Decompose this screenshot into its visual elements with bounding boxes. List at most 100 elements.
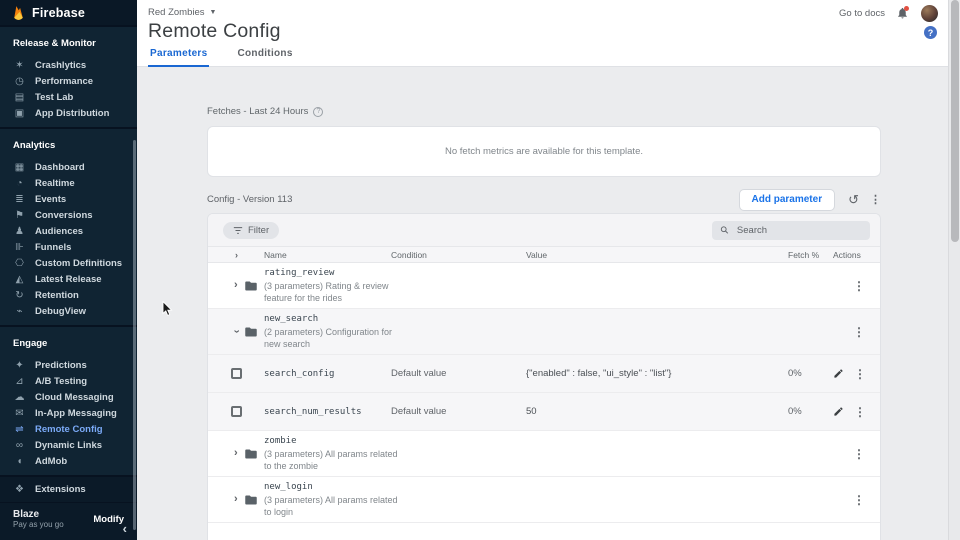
row-menu-icon[interactable]: ⋮ bbox=[853, 278, 865, 293]
sidebar-item-retention[interactable]: ↻ Retention bbox=[0, 287, 137, 303]
sidebar-item-debugview[interactable]: ⌁ DebugView bbox=[0, 303, 137, 319]
row-menu-icon[interactable]: ⋮ bbox=[853, 446, 865, 461]
row-menu-icon[interactable]: ⋮ bbox=[854, 366, 866, 381]
expand-chevron-icon[interactable]: › bbox=[234, 279, 238, 291]
table-row-search-num-results[interactable]: search_num_results Default value 50 0% ⋮ bbox=[208, 393, 880, 431]
overflow-menu-icon[interactable]: ⋮ bbox=[870, 194, 881, 206]
table-row-search-config[interactable]: search_config Default value {"enabled" :… bbox=[208, 355, 880, 393]
user-avatar[interactable] bbox=[921, 4, 938, 22]
edit-pencil-icon[interactable] bbox=[833, 406, 844, 417]
sidebar-item-custom-definitions[interactable]: ⎔ Custom Definitions bbox=[0, 255, 137, 271]
table-row-new-search[interactable]: › new_search (2 parameters) Configuratio… bbox=[208, 309, 880, 355]
sidebar-item-dashboard[interactable]: ▦ Dashboard bbox=[0, 159, 137, 175]
performance-icon: ◷ bbox=[15, 75, 24, 87]
plan-modify-link[interactable]: Modify bbox=[93, 514, 124, 525]
sidebar-item-funnels[interactable]: ⊪ Funnels bbox=[0, 239, 137, 255]
sidebar-item-app-distribution[interactable]: ▣ App Distribution bbox=[0, 105, 137, 121]
expand-chevron-icon[interactable]: › bbox=[234, 493, 238, 505]
sidebar-item-latest-release[interactable]: ◭ Latest Release bbox=[0, 271, 137, 287]
sidebar-item-predictions[interactable]: ✦ Predictions bbox=[0, 357, 137, 373]
folder-icon bbox=[244, 327, 257, 337]
sidebar-item-label: Funnels bbox=[35, 241, 72, 253]
info-icon[interactable]: ? bbox=[313, 106, 324, 117]
config-header: Config - Version 113 Add parameter ↺ ⋮ bbox=[207, 187, 881, 212]
scrollbar-thumb[interactable] bbox=[951, 0, 959, 242]
parameter-name: search_num_results bbox=[264, 406, 362, 417]
firebase-flame-icon bbox=[12, 5, 25, 21]
sidebar-item-remote-config[interactable]: ⇌ Remote Config bbox=[0, 421, 137, 437]
expand-chevron-icon[interactable]: › bbox=[234, 447, 238, 459]
filter-button[interactable]: Filter bbox=[223, 221, 280, 239]
sidebar-item-test-lab[interactable]: ▤ Test Lab bbox=[0, 89, 137, 105]
sidebar-item-label: Custom Definitions bbox=[35, 257, 123, 269]
version-history-icon[interactable]: ↺ bbox=[848, 192, 859, 207]
expand-chevron-icon[interactable]: › bbox=[230, 329, 243, 334]
sidebar-item-a-b-testing[interactable]: ⊿ A/B Testing bbox=[0, 373, 137, 389]
sidebar-item-label: Remote Config bbox=[35, 423, 103, 435]
edit-pencil-icon[interactable] bbox=[833, 368, 844, 379]
sidebar-scrollbar[interactable] bbox=[133, 140, 136, 530]
search-box[interactable] bbox=[712, 220, 870, 240]
table-row-new-login[interactable]: › new_login (3 parameters) All params re… bbox=[208, 477, 880, 523]
tab-conditions[interactable]: Conditions bbox=[237, 48, 293, 59]
row-menu-icon[interactable]: ⋮ bbox=[854, 404, 866, 419]
sidebar-section-analytics: Analytics ▦ Dashboard ◔ Realtime ≣ Events ⚑ Conv… bbox=[0, 129, 137, 327]
column-header-fetch: Fetch % bbox=[788, 249, 820, 260]
fetch-percentage: 0% bbox=[788, 368, 802, 379]
table-row-zombie[interactable]: › zombie (3 parameters) All params relat… bbox=[208, 431, 880, 477]
sidebar-item-label: AdMob bbox=[35, 455, 68, 467]
sidebar-item-dynamic-links[interactable]: ∞ Dynamic Links bbox=[0, 437, 137, 453]
sidebar-item-extensions[interactable]: ❖ Extensions bbox=[0, 477, 137, 503]
row-menu-icon[interactable]: ⋮ bbox=[853, 324, 865, 339]
sidebar-section-title: Engage bbox=[13, 338, 48, 349]
search-input[interactable] bbox=[734, 223, 862, 237]
sidebar-collapse-button[interactable]: ‹ bbox=[122, 521, 127, 536]
parameter-group-description: (3 parameters) All params related to the… bbox=[264, 449, 398, 471]
sidebar-item-events[interactable]: ≣ Events bbox=[0, 191, 137, 207]
help-icon[interactable]: ? bbox=[924, 26, 937, 39]
table-row-rating-review[interactable]: › rating_review (3 parameters) Rating & … bbox=[208, 263, 880, 309]
sidebar-item-label: Extensions bbox=[35, 484, 86, 495]
sidebar-item-admob[interactable]: ◖ AdMob bbox=[0, 453, 137, 469]
go-to-docs-link[interactable]: Go to docs bbox=[839, 7, 885, 19]
row-menu-icon[interactable]: ⋮ bbox=[853, 492, 865, 507]
sidebar-section-release-monitor: Release & Monitor ✶ Crashlytics ◷ Performanc… bbox=[0, 27, 137, 129]
custom-definitions-icon: ⎔ bbox=[15, 257, 24, 269]
table-body: › rating_review (3 parameters) Rating & … bbox=[208, 263, 880, 523]
project-selector[interactable]: Red Zombies ▼ bbox=[148, 7, 216, 18]
sidebar-item-performance[interactable]: ◷ Performance bbox=[0, 73, 137, 89]
column-header-condition: Condition bbox=[391, 249, 427, 260]
sidebar-item-label: Crashlytics bbox=[35, 59, 87, 71]
chevron-down-icon: ▼ bbox=[209, 9, 217, 16]
plan-name: Blaze bbox=[13, 509, 40, 520]
project-name: Red Zombies bbox=[148, 7, 205, 18]
dynamic-links-icon: ∞ bbox=[15, 439, 24, 451]
sidebar-item-label: Predictions bbox=[35, 359, 87, 371]
add-parameter-button[interactable]: Add parameter bbox=[738, 188, 836, 211]
column-header-name: Name bbox=[264, 249, 287, 260]
row-checkbox[interactable] bbox=[231, 368, 242, 379]
row-checkbox[interactable] bbox=[231, 406, 242, 417]
sidebar-item-in-app-messaging[interactable]: ✉ In-App Messaging bbox=[0, 405, 137, 421]
debugview-icon: ⌁ bbox=[16, 305, 23, 317]
notifications-bell-icon[interactable] bbox=[896, 5, 910, 21]
ab-testing-icon: ⊿ bbox=[15, 375, 24, 387]
page-title: Remote Config bbox=[148, 20, 281, 42]
admob-icon: ◖ bbox=[16, 455, 23, 467]
parameter-group-description: (3 parameters) All params related to log… bbox=[264, 495, 398, 517]
sidebar-item-cloud-messaging[interactable]: ☁ Cloud Messaging bbox=[0, 389, 137, 405]
dashboard-icon: ▦ bbox=[14, 161, 25, 173]
sidebar-item-conversions[interactable]: ⚑ Conversions bbox=[0, 207, 137, 223]
latest-release-icon: ◭ bbox=[15, 273, 24, 285]
sidebar-item-realtime[interactable]: ◔ Realtime bbox=[0, 175, 137, 191]
parameter-group-name: new_login bbox=[264, 482, 313, 492]
search-icon bbox=[720, 226, 729, 234]
sidebar-section-title: Analytics bbox=[13, 140, 56, 151]
window-scrollbar[interactable] bbox=[948, 0, 960, 540]
expand-all-icon[interactable]: › bbox=[235, 249, 238, 260]
mouse-cursor bbox=[162, 300, 173, 322]
sidebar-item-audiences[interactable]: ♟ Audiences bbox=[0, 223, 137, 239]
sidebar-item-crashlytics[interactable]: ✶ Crashlytics bbox=[0, 57, 137, 73]
tab-parameters[interactable]: Parameters bbox=[148, 48, 210, 67]
firebase-logo[interactable]: Firebase bbox=[0, 0, 137, 27]
